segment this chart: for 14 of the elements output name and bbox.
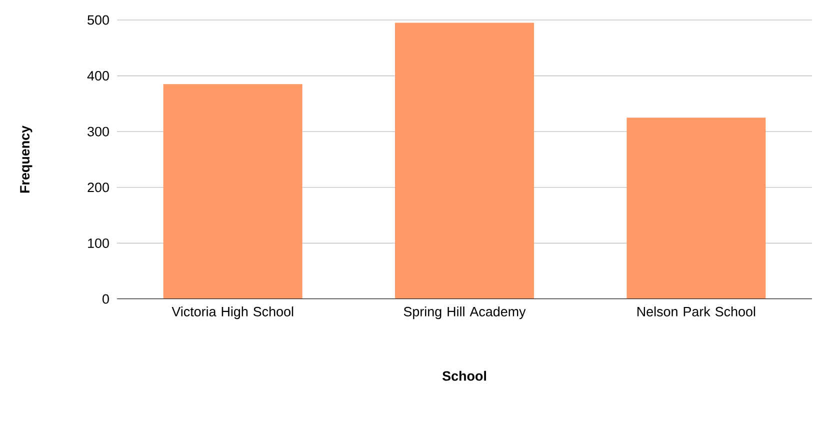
x-tick-label: Nelson Park School [637,306,756,316]
bar [626,118,766,299]
x-axis-title: School [442,370,486,381]
y-tick-label: 500 [88,15,109,25]
bar [395,22,534,299]
bar [163,84,302,299]
y-tick-label: 200 [88,182,109,192]
x-tick-label: Victoria High School [172,306,294,320]
y-tick-label: 400 [87,71,109,81]
y-tick-label: 300 [88,126,109,136]
x-tick-label: Spring Hill Academy [404,306,526,320]
y-tick-label: 0 [102,294,109,304]
y-tick-label: 100 [88,238,109,248]
y-axis-title: Frequency [20,126,32,193]
